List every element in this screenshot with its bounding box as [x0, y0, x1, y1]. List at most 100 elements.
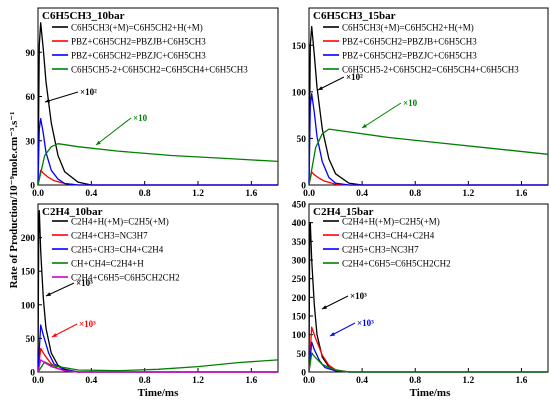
panel-title: C2H4_10bar	[42, 206, 103, 218]
y-tick-label: 30	[26, 137, 36, 147]
x-tick-label: 1.6	[516, 376, 528, 386]
series-line-2	[37, 347, 278, 373]
series-line-3	[37, 324, 278, 373]
plot-frame	[37, 203, 279, 373]
y-tick-label: 400	[292, 219, 307, 229]
legend-label: C2H4+H(+M)=C2H5(+M)	[342, 217, 440, 227]
chart-panel-1: C6H5CH3_10bar 0.0 0.4 0.8 1.2 1.6 0 30 60 90 C6H5C…	[26, 7, 279, 199]
series-line-1	[37, 22, 278, 186]
series-line-4	[308, 128, 549, 186]
series-line-2	[37, 169, 278, 186]
legend-label: C2H4+CH3=NC3H7	[71, 231, 148, 241]
legend-label: PBZ+C6H5CH2=PBZJC+C6H5CH3	[342, 51, 477, 61]
legend-label: C6H5CH5-2+C6H5CH2=C6H5CH4+C6H5CH3	[342, 65, 519, 75]
x-tick-label: 0.0	[32, 189, 44, 199]
legend: C2H4+H(+M)=C2H5(+M) C2H4+CH3=CH4+C2H4 C2H5…	[323, 217, 451, 269]
legend-label: C2H5+CH3=NC3H7	[342, 245, 419, 255]
y-tick-label: 100	[292, 88, 307, 98]
x-axis-label-right: Time/ms	[410, 387, 451, 399]
annotation-label: ×10	[403, 98, 418, 108]
annotation-arrowhead	[46, 292, 51, 296]
x-tick-label: 0.0	[303, 376, 315, 386]
panel-title: C6H5CH3_15bar	[313, 10, 396, 22]
series-line-3	[37, 117, 278, 186]
x-tick-label: 0.4	[85, 189, 97, 199]
y-tick-label: 150	[292, 313, 307, 323]
legend-label: C2H4+H(+M)=C2H5(+M)	[71, 217, 169, 227]
legend-label: PBZ+C6H5CH2=PBZJB+C6H5CH3	[71, 37, 206, 47]
plot-frame	[308, 7, 549, 186]
series-line-2	[308, 326, 548, 373]
plot-frame	[37, 7, 279, 186]
legend-label: C2H4+C6H5=C6H5CH2CH2	[71, 273, 180, 283]
y-tick-label: 60	[26, 93, 36, 103]
legend-label: C2H4+C6H5=C6H5CH2CH2	[342, 259, 451, 269]
x-tick-label: 0.4	[85, 376, 97, 386]
y-tick-label: 90	[26, 49, 36, 59]
x-tick-label: 0.4	[356, 376, 368, 386]
x-axis-label-left: Time/ms	[138, 387, 179, 399]
y-tick-label: 150	[21, 268, 36, 278]
legend-label: CH+CH4=C2H4+H	[71, 259, 144, 269]
annotation-label: ×10	[133, 113, 148, 123]
y-tick-label: 350	[292, 238, 307, 248]
y-tick-label: 50	[26, 335, 36, 345]
annotation-label: ×10³	[357, 318, 374, 328]
y-tick-label: 0	[301, 182, 306, 192]
annotation-arrowhead	[362, 123, 367, 128]
annotation-arrow	[329, 322, 356, 337]
legend-label: PBZ+C6H5CH2=PBZJC+C6H5CH3	[71, 51, 206, 61]
annotation-arrow	[51, 323, 78, 338]
x-tick-label: 1.2	[192, 376, 204, 386]
series-line-4	[37, 143, 279, 186]
series-line-2	[308, 171, 548, 186]
annotation-arrow	[361, 102, 402, 129]
annotation-label: ×10³	[79, 319, 96, 329]
annotation-arrowhead	[322, 305, 327, 309]
x-tick-label: 0.8	[139, 189, 151, 199]
y-tick-label: 450	[292, 201, 307, 211]
x-tick-label: 1.6	[245, 189, 257, 199]
chart-panel-4: C2H4_15bar 0.0 0.4 0.8 1.2 1.6 0 50 100 150 200 250…	[292, 201, 549, 386]
legend-label: C6H5CH3(+M)=C6H5CH2+H(+M)	[342, 23, 474, 33]
x-tick-label: 1.2	[462, 189, 474, 199]
x-tick-label: 0.0	[303, 189, 315, 199]
series-line-4	[37, 359, 279, 373]
annotation-label: ×10²	[346, 72, 363, 82]
series-line-5	[37, 359, 278, 373]
x-tick-label: 1.2	[192, 189, 204, 199]
annotation-arrow	[95, 117, 132, 146]
y-tick-label: 0	[30, 369, 35, 379]
legend-label: PBZ+C6H5CH2=PBZJB+C6H5CH3	[342, 37, 477, 47]
annotation-arrow	[44, 91, 79, 103]
legend-label: C6H5CH5-2+C6H5CH2=C6H5CH4+C6H5CH3	[71, 65, 248, 75]
annotation-arrowhead	[45, 98, 50, 103]
y-tick-label: 0	[30, 182, 35, 192]
y-tick-label: 150	[292, 42, 307, 52]
annotation-label: ×10³	[76, 278, 93, 288]
annotation-arrowhead	[52, 333, 57, 337]
series-line-1	[308, 25, 548, 186]
y-tick-label: 100	[292, 331, 307, 341]
x-tick-label: 1.6	[245, 376, 257, 386]
plot-frame	[308, 203, 549, 373]
y-tick-label: 300	[292, 257, 307, 267]
annotation-arrowhead	[318, 86, 323, 90]
series-line-3	[308, 93, 548, 186]
panel-title: C2H4_15bar	[313, 206, 374, 218]
legend-label: C6H5CH3(+M)=C6H5CH2+H(+M)	[71, 23, 203, 33]
x-tick-label: 0.0	[32, 376, 44, 386]
x-tick-label: 0.8	[409, 376, 421, 386]
x-tick-label: 0.8	[409, 189, 421, 199]
annotation-label: ×10³	[350, 291, 367, 301]
legend: C6H5CH3(+M)=C6H5CH2+H(+M) PBZ+C6H5CH2=PBZ…	[323, 23, 519, 75]
panel-title: C6H5CH3_10bar	[42, 10, 125, 22]
legend: C6H5CH3(+M)=C6H5CH2+H(+M) PBZ+C6H5CH2=PBZ…	[52, 23, 248, 75]
x-tick-label: 0.8	[139, 376, 151, 386]
series-line-3	[308, 341, 548, 373]
legend-label: C2H4+CH3=CH4+C2H4	[342, 231, 435, 241]
y-tick-label: 200	[21, 234, 36, 244]
annotation-label: ×10²	[80, 87, 97, 97]
legend: C2H4+H(+M)=C2H5(+M) C2H4+CH3=NC3H7 C2H5+CH…	[52, 217, 180, 283]
